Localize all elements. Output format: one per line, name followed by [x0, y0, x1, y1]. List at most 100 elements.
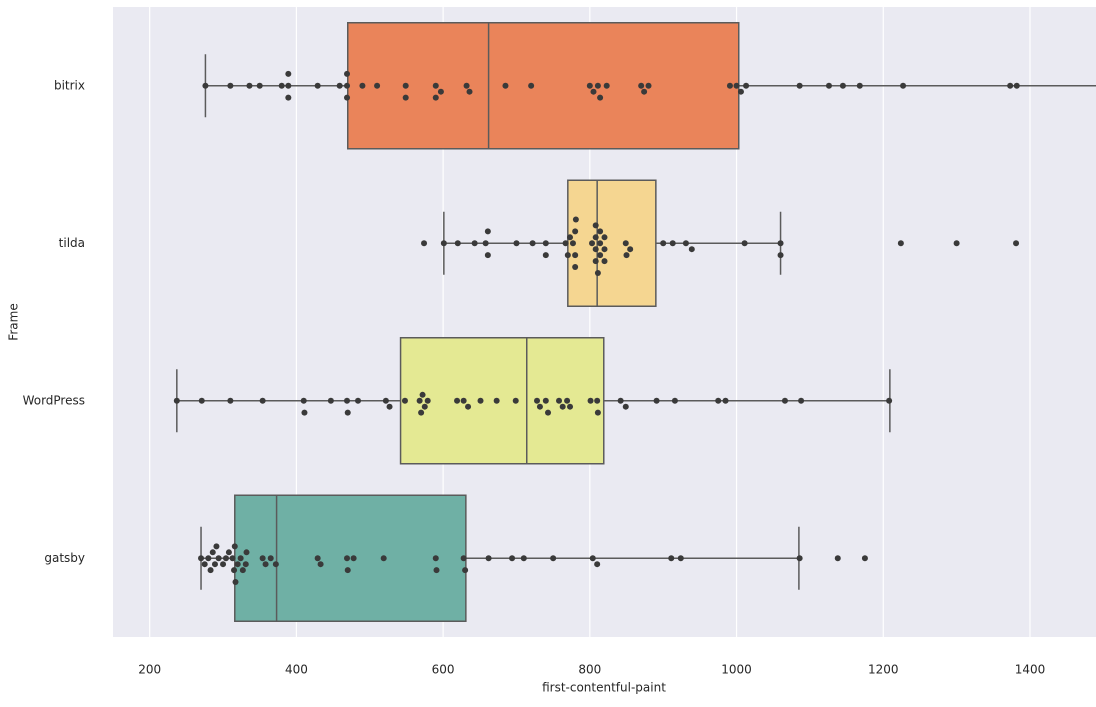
- data-point: [1013, 240, 1020, 247]
- data-point: [569, 240, 576, 247]
- data-point: [897, 240, 904, 247]
- data-point: [839, 82, 846, 89]
- data-point: [597, 252, 604, 259]
- y-tick-label: gatsby: [44, 551, 85, 565]
- data-point: [237, 555, 244, 562]
- data-point: [594, 561, 601, 568]
- data-point: [594, 82, 601, 89]
- data-point: [234, 561, 241, 568]
- data-point: [589, 555, 596, 562]
- data-point: [1007, 82, 1014, 89]
- data-point: [440, 240, 447, 247]
- data-point: [509, 555, 516, 562]
- data-point: [272, 561, 279, 568]
- data-point: [671, 397, 678, 404]
- data-point: [243, 549, 250, 556]
- data-point: [482, 240, 489, 247]
- box: [567, 179, 657, 307]
- data-point: [386, 403, 393, 410]
- data-point: [587, 397, 594, 404]
- data-point: [741, 240, 748, 247]
- data-point: [781, 397, 788, 404]
- data-point: [796, 555, 803, 562]
- data-point: [688, 246, 695, 253]
- x-tick-label: 400: [285, 663, 308, 677]
- data-point: [777, 240, 784, 247]
- data-point: [220, 561, 227, 568]
- data-point: [722, 397, 729, 404]
- data-point: [715, 397, 722, 404]
- data-point: [344, 409, 351, 416]
- data-point: [589, 240, 596, 247]
- data-point: [668, 555, 675, 562]
- data-point: [198, 555, 205, 562]
- data-point: [314, 555, 321, 562]
- data-point: [465, 403, 472, 410]
- data-point: [416, 397, 423, 404]
- data-point: [432, 555, 439, 562]
- data-point: [421, 403, 428, 410]
- data-point: [622, 403, 629, 410]
- data-point: [572, 228, 579, 235]
- data-point: [777, 252, 784, 259]
- data-point: [285, 94, 292, 101]
- data-point: [597, 228, 604, 235]
- data-point: [359, 82, 366, 89]
- data-point: [572, 252, 579, 259]
- data-point: [512, 397, 519, 404]
- data-point: [222, 555, 229, 562]
- data-point: [677, 555, 684, 562]
- data-point: [601, 234, 608, 241]
- box: [399, 337, 605, 465]
- data-point: [825, 82, 832, 89]
- data-point: [198, 397, 205, 404]
- data-point: [592, 222, 599, 229]
- data-point: [344, 567, 351, 574]
- data-point: [239, 567, 246, 574]
- data-point: [623, 252, 630, 259]
- data-point: [520, 555, 527, 562]
- data-point: [232, 579, 239, 586]
- data-point: [484, 252, 491, 259]
- data-point: [259, 555, 266, 562]
- data-point: [327, 397, 334, 404]
- x-axis-label: first-contentful-paint: [542, 681, 666, 695]
- data-point: [314, 82, 321, 89]
- data-point: [564, 397, 571, 404]
- data-point: [737, 88, 744, 95]
- data-point: [433, 567, 440, 574]
- data-point: [597, 94, 604, 101]
- data-point: [419, 391, 426, 398]
- y-axis-label: Frame: [7, 303, 21, 340]
- data-point: [1013, 82, 1020, 89]
- data-point: [529, 240, 536, 247]
- data-point: [225, 549, 232, 556]
- data-point: [421, 240, 428, 247]
- data-point: [645, 82, 652, 89]
- data-point: [382, 397, 389, 404]
- data-point: [653, 397, 660, 404]
- data-point: [861, 555, 868, 562]
- data-point: [900, 82, 907, 89]
- data-point: [484, 228, 491, 235]
- data-point: [209, 549, 216, 556]
- data-point: [460, 397, 467, 404]
- data-point: [344, 70, 351, 77]
- data-point: [502, 82, 509, 89]
- data-point: [466, 88, 473, 95]
- data-point: [350, 555, 357, 562]
- data-point: [542, 397, 549, 404]
- data-point: [437, 88, 444, 95]
- data-point: [592, 258, 599, 265]
- data-point: [796, 82, 803, 89]
- data-point: [227, 82, 234, 89]
- data-point: [344, 397, 351, 404]
- data-point: [798, 397, 805, 404]
- data-point: [493, 397, 500, 404]
- data-point: [454, 397, 461, 404]
- data-point: [207, 567, 214, 574]
- data-point: [733, 82, 740, 89]
- box: [346, 22, 740, 150]
- data-point: [231, 543, 238, 550]
- data-point: [227, 397, 234, 404]
